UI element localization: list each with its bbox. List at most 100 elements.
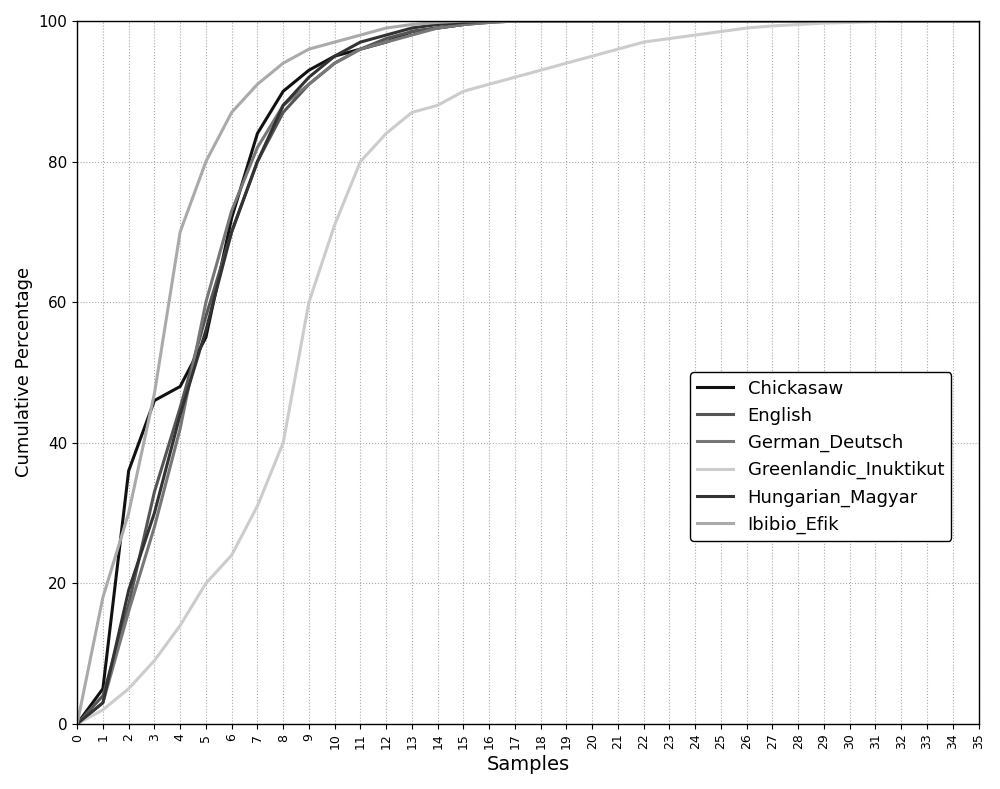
Greenlandic_Inuktikut <box>921 17 933 26</box>
Ibibio_Efik <box>251 80 263 89</box>
Hungarian_Magyar <box>457 17 469 27</box>
Ibibio_Efik <box>200 157 212 166</box>
German_Deutsch <box>354 44 366 54</box>
German_Deutsch <box>818 17 830 26</box>
Greenlandic_Inuktikut <box>483 80 495 89</box>
Ibibio_Efik <box>766 17 778 26</box>
Ibibio_Efik <box>869 17 881 26</box>
Chickasaw <box>844 17 856 26</box>
Greenlandic_Inuktikut <box>329 220 341 230</box>
Hungarian_Magyar <box>844 17 856 26</box>
Ibibio_Efik <box>895 17 907 26</box>
Greenlandic_Inuktikut <box>612 44 624 54</box>
Chickasaw <box>818 17 830 26</box>
Chickasaw <box>174 382 186 391</box>
English <box>921 17 933 26</box>
Greenlandic_Inuktikut <box>869 17 881 27</box>
Greenlandic_Inuktikut <box>277 438 289 447</box>
Ibibio_Efik <box>329 37 341 47</box>
English <box>432 24 444 33</box>
Hungarian_Magyar <box>277 101 289 110</box>
Ibibio_Efik <box>612 17 624 26</box>
English <box>792 17 804 26</box>
Greenlandic_Inuktikut <box>586 51 598 61</box>
Chickasaw <box>638 17 650 26</box>
English <box>457 20 469 29</box>
German_Deutsch <box>766 17 778 26</box>
Hungarian_Magyar <box>200 326 212 335</box>
Ibibio_Efik <box>509 17 521 26</box>
Ibibio_Efik <box>277 58 289 68</box>
English <box>715 17 727 26</box>
Chickasaw <box>123 466 135 476</box>
Greenlandic_Inuktikut <box>844 17 856 27</box>
Ibibio_Efik <box>689 17 701 26</box>
Greenlandic_Inuktikut <box>303 297 315 307</box>
Chickasaw <box>251 129 263 138</box>
Chickasaw <box>406 27 418 36</box>
German_Deutsch <box>174 424 186 433</box>
German_Deutsch <box>380 37 392 47</box>
Hungarian_Magyar <box>406 24 418 33</box>
German_Deutsch <box>200 297 212 307</box>
Chickasaw <box>560 17 572 26</box>
Chickasaw <box>148 396 160 406</box>
Greenlandic_Inuktikut <box>174 621 186 630</box>
Chickasaw <box>895 17 907 26</box>
Line: Chickasaw: Chickasaw <box>77 21 979 724</box>
Hungarian_Magyar <box>329 51 341 61</box>
Hungarian_Magyar <box>741 17 753 26</box>
English <box>123 600 135 609</box>
German_Deutsch <box>689 17 701 26</box>
English <box>329 58 341 68</box>
Hungarian_Magyar <box>689 17 701 26</box>
English <box>71 719 83 728</box>
Ibibio_Efik <box>818 17 830 26</box>
Hungarian_Magyar <box>638 17 650 26</box>
German_Deutsch <box>71 719 83 728</box>
Hungarian_Magyar <box>869 17 881 26</box>
Line: Greenlandic_Inuktikut: Greenlandic_Inuktikut <box>77 21 979 724</box>
Hungarian_Magyar <box>123 585 135 595</box>
Hungarian_Magyar <box>97 698 109 708</box>
German_Deutsch <box>303 80 315 89</box>
English <box>895 17 907 26</box>
Chickasaw <box>973 17 985 26</box>
Chickasaw <box>71 719 83 728</box>
Chickasaw <box>586 17 598 26</box>
German_Deutsch <box>715 17 727 26</box>
German_Deutsch <box>432 24 444 33</box>
Hungarian_Magyar <box>380 30 392 39</box>
English <box>689 17 701 26</box>
Line: Hungarian_Magyar: Hungarian_Magyar <box>77 21 979 724</box>
English <box>509 17 521 26</box>
Ibibio_Efik <box>638 17 650 26</box>
Greenlandic_Inuktikut <box>457 87 469 96</box>
English <box>226 227 238 237</box>
Hungarian_Magyar <box>148 508 160 518</box>
Greenlandic_Inuktikut <box>663 34 675 43</box>
Line: Ibibio_Efik: Ibibio_Efik <box>77 21 979 724</box>
English <box>612 17 624 26</box>
English <box>483 17 495 27</box>
English <box>869 17 881 26</box>
Line: German_Deutsch: German_Deutsch <box>77 21 979 724</box>
Chickasaw <box>432 24 444 33</box>
English <box>638 17 650 26</box>
Greenlandic_Inuktikut <box>560 58 572 68</box>
Chickasaw <box>457 20 469 29</box>
Greenlandic_Inuktikut <box>380 129 392 138</box>
Ibibio_Efik <box>483 17 495 26</box>
German_Deutsch <box>483 17 495 27</box>
English <box>251 157 263 166</box>
German_Deutsch <box>741 17 753 26</box>
Hungarian_Magyar <box>303 73 315 82</box>
Chickasaw <box>766 17 778 26</box>
German_Deutsch <box>612 17 624 26</box>
Ibibio_Efik <box>715 17 727 26</box>
English <box>174 403 186 413</box>
Greenlandic_Inuktikut <box>947 17 959 26</box>
Ibibio_Efik <box>148 389 160 398</box>
Greenlandic_Inuktikut <box>148 656 160 665</box>
German_Deutsch <box>895 17 907 26</box>
